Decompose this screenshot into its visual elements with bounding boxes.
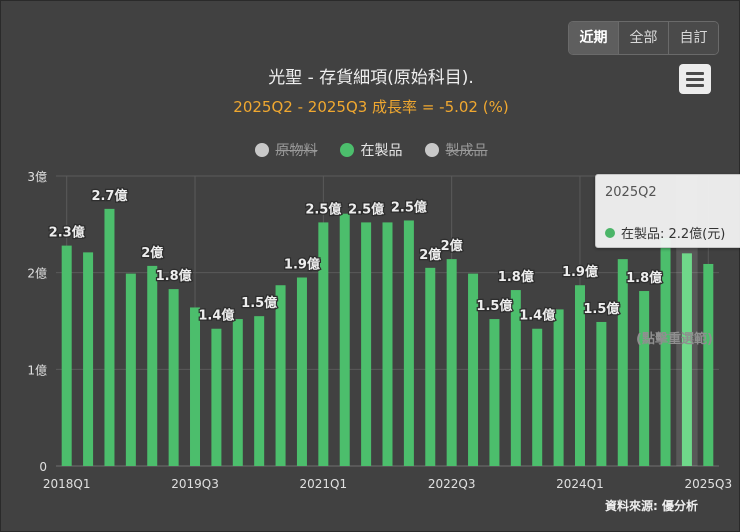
legend-label: 原物料 — [275, 143, 318, 159]
legend-item-work-in-process[interactable]: 在製品 — [339, 140, 403, 160]
data-source: 資料來源: 優分析 — [605, 499, 698, 513]
bar-2020Q2 — [254, 316, 265, 466]
legend-dot-icon — [254, 143, 269, 157]
legend-label: 在製品 — [360, 143, 403, 159]
bar-2023Q3 — [532, 328, 543, 466]
period-button-custom[interactable]: 自訂 — [669, 22, 718, 54]
bar-2018Q3 — [104, 208, 115, 466]
y-tick-label: 2億 — [27, 267, 47, 281]
data-label: 1.5億 — [583, 301, 619, 317]
bar-2022Q3 — [446, 259, 457, 466]
tooltip-header: 2025Q2 — [605, 185, 657, 200]
legend-item-finished-goods[interactable]: 製成品 — [424, 140, 488, 160]
bar-2021Q2 — [339, 213, 350, 466]
bar-2021Q4 — [382, 222, 393, 466]
chart-title: 光聖 - 存貨細項(原始科目). — [268, 68, 474, 88]
bar-2021Q1 — [318, 222, 329, 466]
bar-2023Q2 — [510, 290, 521, 466]
x-tick-label: 2018Q1 — [43, 477, 91, 491]
bar-2019Q1 — [147, 265, 158, 466]
legend-item-raw-materials[interactable]: 原物料 — [254, 140, 318, 160]
data-label: 1.8億 — [156, 268, 192, 284]
bar-2022Q2 — [425, 267, 436, 466]
data-label: 2億 — [441, 238, 463, 254]
legend-dot-icon — [424, 143, 439, 157]
bar-2020Q4 — [296, 277, 307, 466]
chart-legend: 原物料 在製品 製成品 — [1, 140, 740, 160]
tooltip-value: 在製品: 2.2億(元) — [621, 227, 726, 242]
bar-2024Q2 — [596, 321, 607, 466]
x-tick-label: 2022Q3 — [428, 477, 476, 491]
bar-2024Q1 — [574, 285, 585, 466]
legend-dot-icon — [339, 143, 354, 157]
x-tick-label: 2019Q3 — [171, 477, 219, 491]
bar-2024Q4 — [639, 291, 650, 466]
data-label: 1.5億 — [241, 295, 277, 311]
data-tooltip: 2025Q2 在製品: 2.2億(元) — [595, 174, 740, 248]
data-label: 1.4億 — [198, 308, 234, 324]
period-button-all[interactable]: 全部 — [619, 22, 669, 54]
x-tick-label: 2024Q1 — [556, 477, 604, 491]
bar-2019Q3 — [190, 307, 201, 466]
data-label: 2億 — [419, 247, 441, 263]
data-label: 1.5億 — [476, 298, 512, 314]
bar-2023Q4 — [553, 309, 564, 466]
bar-2018Q2 — [83, 252, 94, 466]
bar-2022Q1 — [403, 220, 414, 466]
tooltip-series-dot-icon — [605, 227, 615, 238]
data-label: 2.5億 — [305, 201, 341, 217]
bar-2020Q1 — [232, 319, 243, 466]
bar-2019Q2 — [168, 289, 179, 466]
bar-2025Q1 — [660, 237, 671, 466]
period-button-recent[interactable]: 近期 — [569, 22, 619, 54]
data-label: 2億 — [141, 245, 163, 261]
period-button-group: 近期 全部 自訂 — [568, 21, 719, 55]
data-label: 1.4億 — [519, 308, 555, 324]
data-label: 1.9億 — [562, 264, 598, 280]
tooltip-row: 在製品: 2.2億(元) — [605, 223, 725, 242]
data-label: 1.8億 — [498, 269, 534, 285]
bar-2018Q1 — [61, 245, 72, 466]
data-label: 1.8億 — [626, 270, 662, 286]
reset-zoom-hint[interactable]: (點擊重選範) — [636, 332, 713, 347]
growth-rate-subtitle: 2025Q2 - 2025Q3 成長率 = -5.02 (%) — [233, 98, 509, 116]
x-tick-label: 2025Q3 — [684, 477, 732, 491]
bar-2025Q2 — [681, 253, 692, 466]
bar-2022Q4 — [468, 273, 479, 466]
y-tick-label: 1億 — [27, 363, 47, 377]
data-label: 1.9億 — [284, 257, 320, 273]
data-label: 2.7億 — [91, 188, 127, 204]
bar-2018Q4 — [125, 273, 136, 466]
bar-2024Q3 — [617, 259, 628, 466]
hamburger-menu-icon[interactable] — [679, 64, 711, 94]
bar-2019Q4 — [211, 328, 222, 466]
data-label: 2.3億 — [49, 225, 85, 241]
bar-2023Q1 — [489, 319, 500, 466]
y-tick-label: 3億 — [27, 170, 47, 184]
legend-label: 製成品 — [445, 143, 488, 159]
bar-2020Q3 — [275, 285, 286, 466]
y-tick-label: 0 — [39, 460, 47, 474]
x-tick-label: 2021Q1 — [300, 477, 348, 491]
bar-2025Q3 — [703, 263, 714, 466]
bar-2021Q3 — [361, 222, 372, 466]
data-label: 2.5億 — [348, 201, 384, 217]
data-label: 2.5億 — [391, 199, 427, 215]
